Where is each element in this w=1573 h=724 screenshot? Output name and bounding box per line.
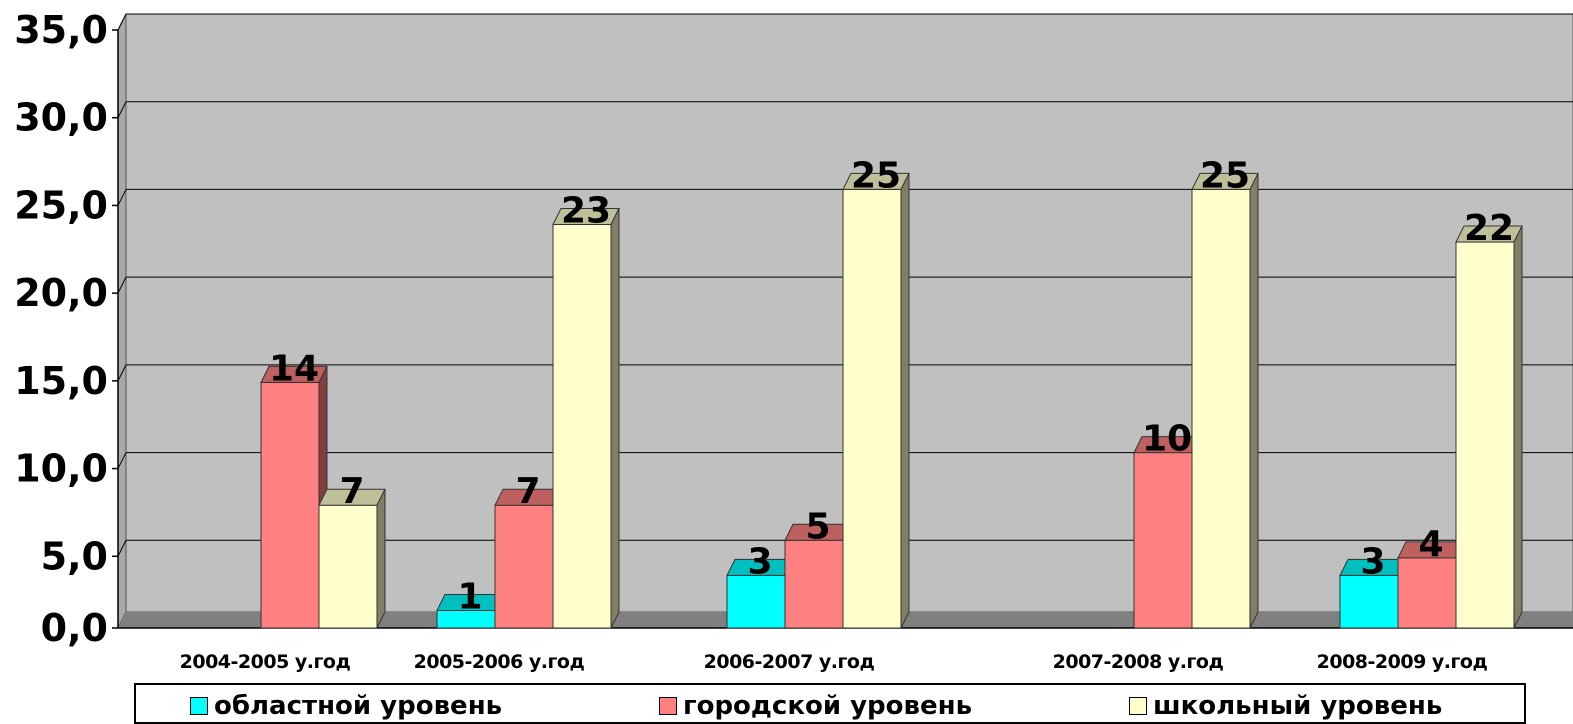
- data-label: 7: [339, 471, 364, 512]
- y-tick-label: 30,0: [14, 96, 108, 140]
- legend-item-oblast: областной уровень: [190, 691, 502, 721]
- bar-front: [1133, 452, 1193, 629]
- y-axis-ticks: 0,0 5,0 10,0 15,0 20,0 25,0 30,0 35,0: [14, 8, 118, 650]
- gridline-side: [117, 101, 127, 118]
- x-tick-label: 2004-2005 у.год: [180, 651, 351, 673]
- bar-2-4: [1455, 225, 1523, 629]
- y-tick-label: 15,0: [14, 359, 108, 403]
- data-label: 25: [851, 155, 901, 196]
- legend-item-gorod: городской уровень: [659, 691, 972, 721]
- legend-swatch-shkola: [1129, 697, 1147, 715]
- data-label: 7: [515, 471, 540, 512]
- bar-side: [610, 208, 620, 629]
- gridline-side: [117, 540, 127, 557]
- bar-front: [1397, 557, 1457, 629]
- bar-side: [1249, 173, 1259, 629]
- bar-2-1: [552, 208, 620, 629]
- legend-swatch-gorod: [659, 697, 677, 715]
- legend-item-shkola: школьный уровень: [1129, 691, 1442, 721]
- y-tick-label: 20,0: [14, 271, 108, 315]
- bar-front: [260, 381, 320, 629]
- data-label: 3: [1360, 541, 1385, 582]
- bar-side: [900, 173, 910, 629]
- bar-0-4: [1339, 558, 1407, 629]
- legend-label-shkola: школьный уровень: [1153, 691, 1443, 721]
- gridline-side: [117, 189, 127, 206]
- bar-front: [318, 504, 378, 629]
- x-axis-ticks: 2004-2005 у.год 2005-2006 у.год 2006-2007 …: [180, 651, 1488, 673]
- y-tick-label: 35,0: [14, 8, 108, 52]
- gridline-side: [117, 452, 127, 469]
- data-label: 1: [457, 576, 482, 617]
- bar-front: [726, 574, 786, 629]
- x-tick-label: 2008-2009 у.год: [1317, 651, 1488, 673]
- bar-1-1: [494, 488, 562, 629]
- gridline-side: [117, 276, 127, 294]
- bar-front: [842, 188, 902, 629]
- gridline-side: [117, 364, 127, 382]
- data-label: 10: [1142, 419, 1192, 460]
- gridline-side: [117, 13, 127, 31]
- bar-front: [784, 539, 844, 629]
- bar-front: [1191, 188, 1251, 629]
- bars: [260, 172, 1523, 629]
- legend: областной уровень городской уровень школ…: [134, 683, 1526, 724]
- legend-label-gorod: городской уровень: [683, 691, 973, 721]
- y-tick-label: 10,0: [14, 447, 108, 491]
- bar-front: [552, 224, 612, 629]
- x-tick-label: 2005-2006 у.год: [414, 651, 585, 673]
- data-label: 14: [269, 348, 319, 389]
- x-tick-label: 2007-2008 у.год: [1053, 651, 1224, 673]
- bar-1-0: [260, 365, 328, 629]
- bar-1-4: [1397, 541, 1465, 629]
- bar-2-2: [842, 172, 910, 629]
- data-label: 3: [747, 541, 772, 582]
- bar-front: [494, 504, 554, 629]
- y-tick-label: 0,0: [41, 606, 108, 650]
- bar-front: [1455, 241, 1515, 629]
- left-wall: [117, 13, 127, 629]
- bar-side: [1513, 225, 1523, 629]
- y-tick-label: 25,0: [14, 183, 108, 227]
- bar-2-0: [318, 488, 386, 629]
- legend-label-oblast: областной уровень: [214, 691, 503, 721]
- data-label: 23: [561, 191, 611, 232]
- bar-chart: 0,05,010,015,020,025,030,035,0 147172335…: [14, 8, 1573, 673]
- bar-side: [376, 488, 386, 629]
- data-label: 4: [1418, 524, 1443, 565]
- data-label: 22: [1464, 208, 1514, 249]
- y-tick-label: 5,0: [41, 534, 108, 578]
- bar-2-3: [1191, 172, 1259, 629]
- data-label: 25: [1200, 155, 1250, 196]
- bar-front: [1339, 574, 1399, 629]
- x-tick-label: 2006-2007 у.год: [704, 651, 875, 673]
- bar-1-3: [1133, 436, 1201, 629]
- legend-swatch-oblast: [190, 697, 208, 715]
- data-label: 5: [805, 506, 830, 547]
